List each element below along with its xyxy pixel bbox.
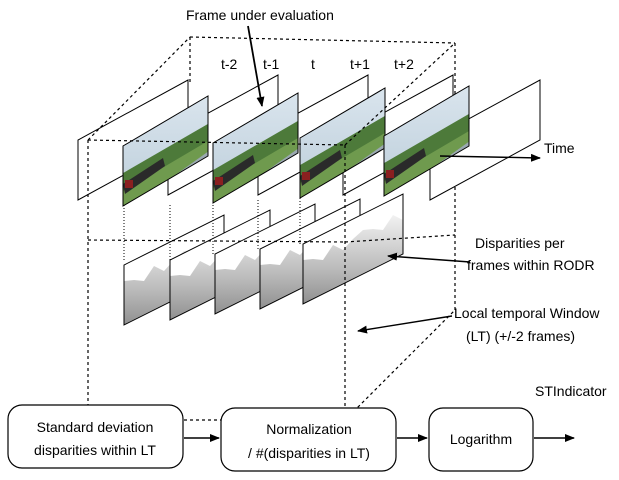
- time-label-t-1: t-1: [263, 56, 280, 72]
- std-deviation-line1: Standard deviation: [37, 419, 154, 435]
- frame-under-evaluation-arrow: [247, 25, 265, 107]
- normalization-line1: Normalization: [266, 421, 352, 437]
- frame-guides: [123, 198, 301, 262]
- window-label-line1: Local temporal Window: [454, 305, 600, 321]
- disparity-map: [302, 193, 404, 305]
- video-frames: [77, 74, 541, 207]
- time-label-t: t: [311, 56, 315, 72]
- disparities-label-line1: Disparities per: [475, 235, 565, 251]
- logarithm-line1: Logarithm: [450, 431, 512, 447]
- logarithm-box: [428, 407, 534, 472]
- frame-under-evaluation-label: Frame under evaluation: [186, 7, 334, 23]
- time-label-t-2: t-2: [221, 56, 238, 72]
- time-arrow: [439, 153, 541, 162]
- disparities-arrow: [387, 252, 471, 263]
- std-deviation-line2: disparities within LT: [34, 442, 156, 458]
- video-frame-image: [383, 85, 470, 197]
- time-label-t+1: t+1: [350, 56, 370, 72]
- disparity-maps: [123, 193, 404, 326]
- time-label: Time: [544, 140, 575, 156]
- stindicator-label: STIndicator: [535, 383, 607, 399]
- time-labels: t-2 t-1 t t+1 t+2: [221, 56, 414, 72]
- normalization-line2: / #(disparities in LT): [248, 445, 370, 461]
- disparities-label-line2: frames within RODR: [467, 257, 595, 273]
- window-label-line2: (LT) (+/-2 frames): [466, 328, 575, 344]
- pipeline: Standard deviation disparities within LT…: [7, 404, 575, 472]
- time-label-t+2: t+2: [394, 56, 414, 72]
- std-deviation-box: [7, 404, 184, 469]
- normalization-box: [220, 407, 397, 472]
- window-arrow: [357, 315, 453, 334]
